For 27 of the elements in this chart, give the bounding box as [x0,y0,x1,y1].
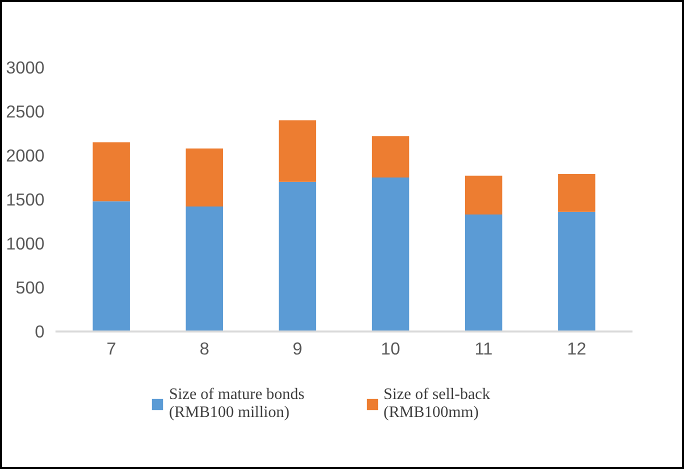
y-tick-label: 3000 [6,58,45,78]
x-tick-label: 11 [474,338,493,358]
bar [186,148,224,207]
bar [372,136,410,178]
bar [278,182,316,332]
y-tick-label: 1000 [6,234,45,254]
y-tick-label: 2500 [6,102,45,122]
bar [558,174,596,212]
y-tick-label: 2000 [6,146,45,166]
x-tick-label: 10 [380,338,400,358]
x-tick-label: 7 [106,338,116,358]
y-tick-label: 500 [16,278,45,298]
legend-label: Size of sell-back (RMB100mm) [384,386,490,422]
bar [92,201,130,332]
bar [92,142,130,202]
bar [372,178,410,332]
bar [464,176,502,214]
bar [464,214,502,332]
bar [278,120,316,182]
x-tick-label: 12 [567,338,586,358]
x-tick-label: 9 [292,338,302,358]
y-tick-label: 1500 [6,190,45,210]
bar [558,212,596,332]
legend-label: Size of mature bonds (RMB100 million) [169,386,305,422]
x-tick-label: 8 [200,338,210,358]
y-tick-label: 0 [34,322,45,342]
bar [186,206,224,332]
